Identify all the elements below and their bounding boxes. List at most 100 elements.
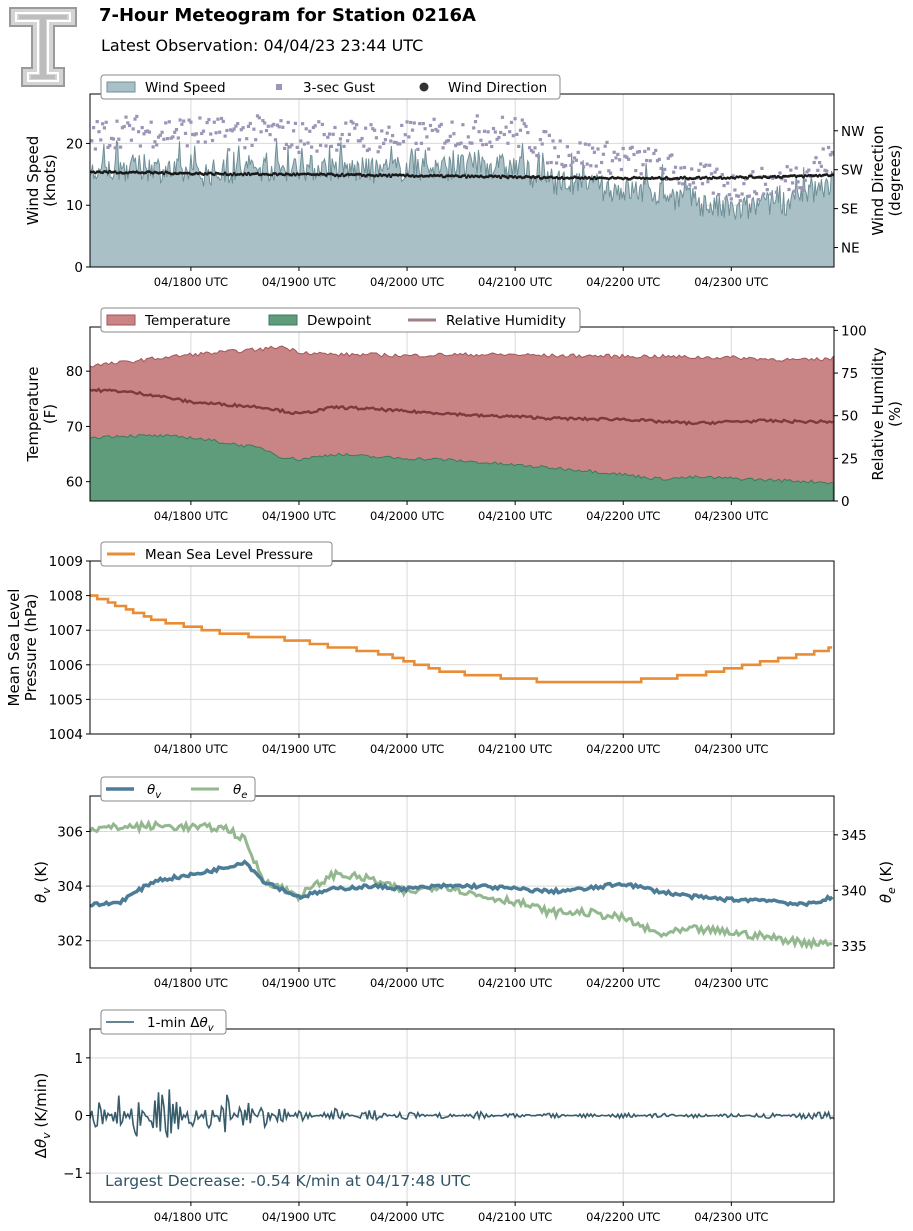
gust-marker	[90, 139, 94, 143]
y-tick-label: 302	[57, 934, 83, 950]
gust-marker	[679, 166, 683, 170]
gust-marker	[479, 138, 483, 142]
y-tick-label: 0	[74, 260, 83, 276]
gust-marker	[205, 121, 209, 125]
x-tick-label: 04/2300 UTC	[694, 976, 768, 990]
x-tick-label: 04/2200 UTC	[586, 742, 660, 756]
gust-marker	[264, 129, 269, 133]
gust-marker	[722, 184, 726, 188]
chart-panel-theta: 04/1800 UTC 04/1900 UTC 04/2000 UTC 04/2100…	[32, 776, 898, 990]
gust-marker	[162, 137, 166, 141]
gust-marker	[119, 145, 123, 149]
wind-legend-swatch	[419, 82, 429, 92]
gust-marker	[717, 193, 721, 197]
legend-subscript: v	[208, 1023, 215, 1034]
wind-direction-marker	[697, 175, 701, 179]
gust-marker	[93, 147, 97, 151]
gust-marker	[349, 119, 353, 123]
y-axis-label: Mean Sea LevelPressure (hPa)	[5, 589, 40, 707]
gust-marker	[598, 170, 602, 174]
gust-marker	[398, 142, 402, 146]
theta-legend-label: θv	[147, 782, 162, 801]
x-tick-label: 04/2100 UTC	[478, 742, 552, 756]
gust-marker	[818, 161, 822, 165]
gust-marker	[410, 128, 415, 132]
gust-marker	[409, 120, 413, 125]
x-tick-label: 04/1900 UTC	[262, 742, 336, 756]
gust-marker	[693, 186, 697, 190]
y-tick-label: 20	[66, 136, 83, 152]
gust-marker	[827, 145, 831, 150]
gust-marker	[540, 142, 544, 146]
gust-marker	[255, 114, 260, 118]
gust-marker	[419, 141, 424, 145]
wind-direction-marker	[387, 173, 391, 177]
gust-marker	[241, 126, 245, 130]
gust-marker	[176, 136, 180, 140]
temp-plot-area	[90, 327, 834, 501]
y-axis-label: θv (K)	[32, 861, 53, 903]
gust-marker	[627, 157, 631, 161]
temp-legend-label: Relative Humidity	[446, 313, 566, 329]
wind-direction-marker	[439, 173, 443, 177]
dtheta-legend-label: 1-min Δθv	[147, 1015, 215, 1034]
gust-marker	[239, 128, 243, 132]
y-tick-label: 0	[74, 1109, 83, 1125]
gust-marker	[295, 145, 299, 149]
gust-marker	[223, 134, 227, 138]
y2-axis-label: θe (K)	[877, 861, 898, 903]
gust-marker	[380, 129, 384, 133]
gust-marker	[214, 131, 218, 135]
gust-marker	[338, 137, 342, 141]
x-tick-label: 04/2000 UTC	[370, 1210, 444, 1224]
gust-marker	[122, 124, 126, 129]
y2-tick-label: 335	[841, 939, 867, 955]
page-subtitle: Latest Observation: 04/04/23 23:44 UTC	[101, 36, 424, 55]
gust-marker	[365, 148, 369, 153]
y2-axis-label-rest: (K)	[877, 861, 895, 887]
y-tick-label: 1008	[49, 589, 83, 605]
gust-marker	[273, 138, 278, 142]
gust-marker	[727, 193, 732, 197]
gust-marker	[616, 152, 620, 156]
gust-marker	[787, 187, 791, 192]
gust-marker	[313, 124, 317, 128]
y-axis-label-line: (F)	[41, 404, 59, 424]
gust-marker	[245, 137, 249, 141]
gust-marker	[477, 130, 481, 134]
gust-marker	[601, 152, 605, 156]
pressure-legend-frame	[100, 541, 333, 567]
gust-marker	[690, 167, 694, 171]
legend-subscript: e	[241, 790, 247, 801]
y-axis-label: Δθv (K/min)	[32, 1073, 53, 1159]
gust-marker	[486, 130, 490, 134]
gust-marker	[216, 117, 220, 121]
gust-marker	[753, 190, 757, 194]
gust-marker	[574, 158, 578, 162]
y-tick-label: 1007	[49, 623, 83, 639]
gust-marker	[497, 135, 501, 140]
gust-marker	[347, 132, 351, 136]
y2-axis-label: Relative Humidity(%)	[869, 347, 904, 480]
gust-marker	[290, 143, 294, 147]
gust-marker	[142, 132, 146, 136]
wind-direction-marker	[802, 175, 805, 179]
y2-tick-label: NE	[841, 241, 860, 257]
y-axis-label-subscript: v	[40, 887, 53, 894]
gust-marker	[769, 192, 773, 196]
gust-marker	[636, 150, 640, 154]
x-tick-label: 04/2100 UTC	[478, 509, 552, 523]
gust-marker	[160, 130, 164, 134]
gust-marker	[473, 120, 478, 124]
gust-marker	[452, 132, 456, 136]
gust-marker	[637, 150, 641, 154]
gust-marker	[102, 126, 106, 130]
gust-marker	[582, 165, 586, 169]
wind-direction-marker	[162, 172, 166, 176]
gust-marker	[243, 146, 247, 150]
gust-marker	[819, 164, 823, 168]
gust-marker	[310, 145, 314, 149]
wind-direction-marker	[247, 171, 250, 175]
gust-marker	[263, 121, 267, 125]
